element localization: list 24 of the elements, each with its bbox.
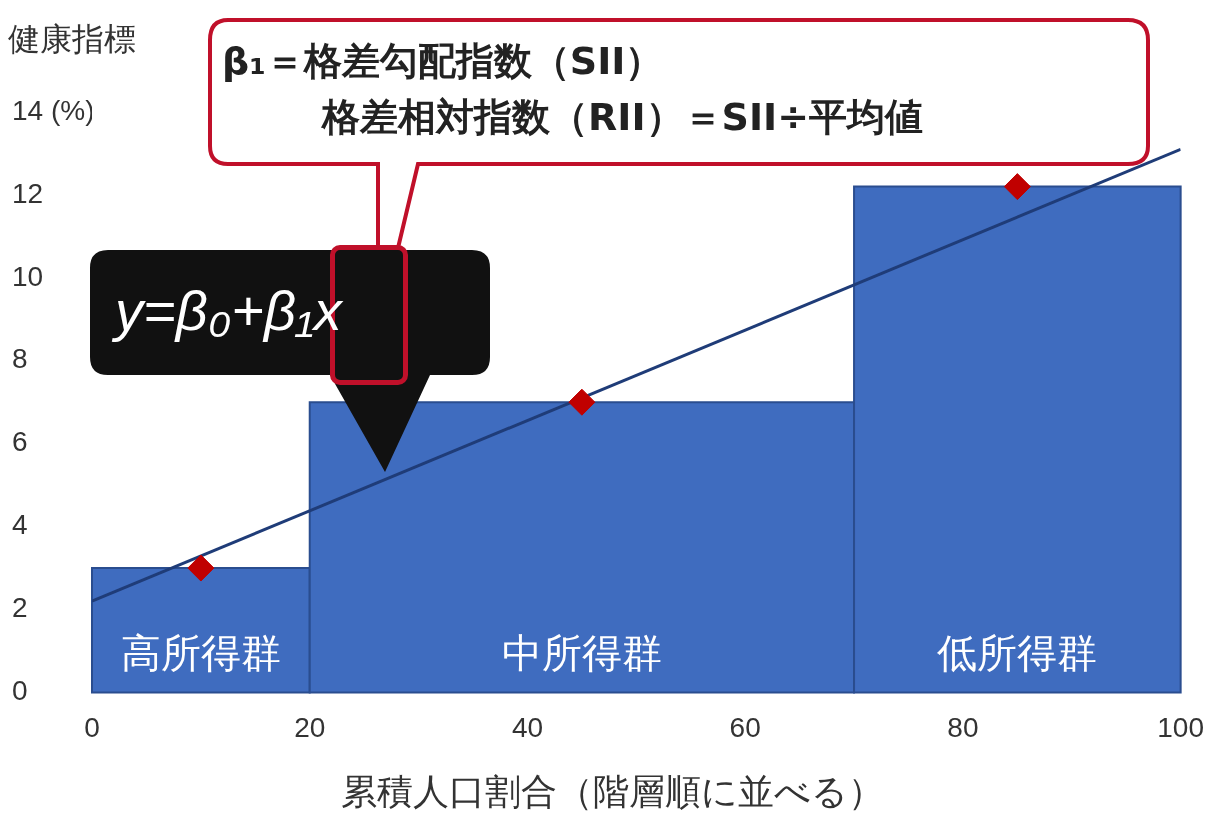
- point: [187, 554, 215, 582]
- x-axis-title: 累積人口割合（階層順に並べる）: [339, 770, 885, 814]
- y-tick-label: 14 (%): [12, 94, 95, 126]
- y-axis-title: 健康指標: [8, 19, 136, 60]
- y-tick-label: 12: [12, 177, 44, 209]
- point: [1003, 173, 1031, 201]
- y-tick-label: 8: [12, 343, 28, 375]
- x-tick-label: 80: [947, 711, 979, 743]
- annotation: 中所得群: [501, 629, 662, 676]
- y-tick-label: 4: [12, 509, 28, 541]
- y-tick-label: 10: [12, 260, 44, 292]
- annotation: 格差相対指数（RII）＝SII÷平均値: [322, 94, 924, 141]
- x-tick-label: 60: [729, 711, 761, 743]
- text: β₁＝格差勾配指数（SII）: [222, 38, 664, 85]
- y-tick-label: 2: [12, 592, 28, 624]
- annotation: 低所得群: [937, 629, 1098, 676]
- x-tick-label: 20: [294, 711, 326, 743]
- x-tick-label: 100: [1157, 711, 1204, 743]
- y-tick-label: 0: [12, 675, 28, 707]
- y-tick-label: 6: [12, 426, 28, 458]
- x-tick-label: 0: [84, 711, 100, 743]
- x-tick-label: 40: [511, 711, 544, 743]
- point: [568, 388, 596, 416]
- annotation: 高所得群: [120, 629, 281, 676]
